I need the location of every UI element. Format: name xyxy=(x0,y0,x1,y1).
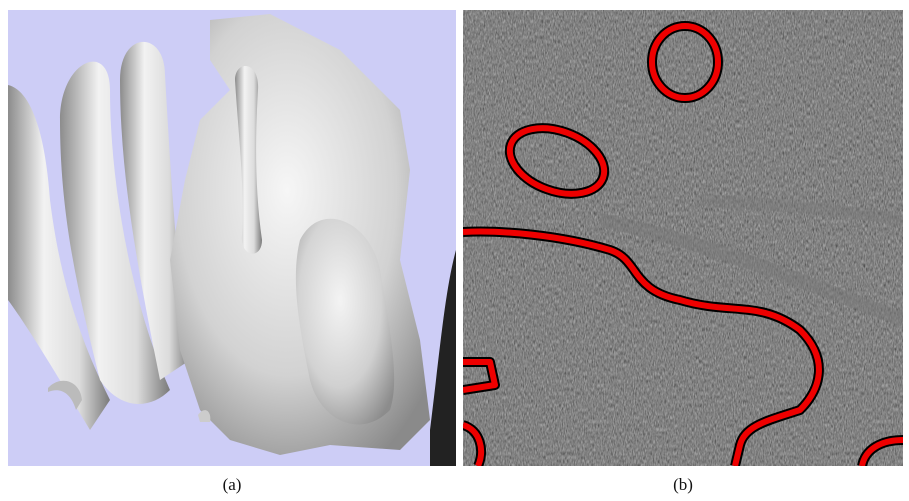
figure: (a) (b) xyxy=(0,0,909,501)
panel-label: (a) xyxy=(223,475,242,494)
panel-label: (b) xyxy=(673,475,693,494)
panel-b-image xyxy=(463,10,903,466)
panel-a-image xyxy=(8,10,456,466)
page: (a) (b) (() => { const data = JSON.parse… xyxy=(0,0,909,501)
